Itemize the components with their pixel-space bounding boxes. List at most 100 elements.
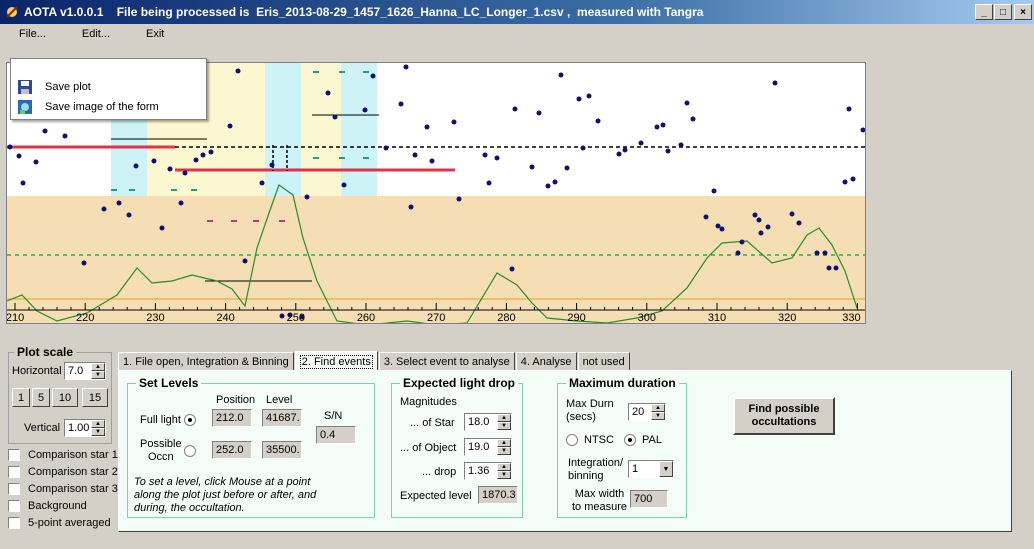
scale-button-1[interactable]: 1	[12, 388, 30, 407]
vertical-scale-spinner[interactable]: 1.00 ▲ ▼	[64, 419, 106, 437]
menu-exit[interactable]: Exit	[146, 28, 165, 40]
tab-file-open[interactable]: 1. File open, Integration & Binning	[118, 352, 294, 371]
menu-save-image[interactable]: Save image of the form	[11, 97, 206, 117]
checkbox-comparison-star-1[interactable]: Comparison star 1	[8, 449, 118, 461]
highlight-band	[341, 63, 377, 196]
magnitudes-label: Magnitudes	[400, 396, 457, 408]
checkbox-comparison-star-3[interactable]: Comparison star 3	[8, 483, 118, 495]
data-point	[638, 140, 644, 146]
checkbox-5-point-averaged[interactable]: 5-point averaged	[8, 517, 111, 529]
possible-occn-label: Possible Occn	[140, 438, 182, 463]
chevron-down-icon[interactable]: ▼	[659, 461, 673, 477]
checkbox-comparison-star-2[interactable]: Comparison star 2	[8, 466, 118, 478]
expected-level-label: Expected level	[400, 490, 472, 502]
find-events-panel: Set Levels Position Level Full light 212…	[118, 370, 1012, 532]
data-point	[259, 180, 265, 186]
full-light-position: 212.0	[212, 409, 252, 427]
x-tick-label: 280	[497, 312, 515, 323]
pal-radio[interactable]	[624, 434, 636, 446]
vertical-label: Vertical	[24, 422, 61, 434]
star-mag-label: ... of Star	[410, 417, 455, 429]
find-occultations-button[interactable]: Find possible occultations	[733, 397, 835, 435]
data-point	[182, 170, 188, 176]
spin-up-icon[interactable]: ▲	[651, 404, 665, 412]
expected-light-drop-title: Expected light drop	[400, 376, 519, 390]
data-point	[126, 212, 132, 218]
tab-not-used[interactable]: not used	[577, 352, 630, 371]
lower-band	[7, 196, 865, 323]
data-point	[287, 312, 293, 318]
spin-down-icon[interactable]: ▼	[497, 447, 511, 455]
star-mag-spinner[interactable]: 18.0 ▲ ▼	[464, 413, 512, 431]
data-point	[564, 165, 570, 171]
possible-occn-level: 35500.	[262, 441, 302, 459]
floppy-disk-icon	[17, 79, 33, 95]
menu-file[interactable]: File...	[19, 28, 46, 40]
data-point	[398, 101, 404, 107]
spin-up-icon[interactable]: ▲	[497, 414, 511, 422]
ntsc-radio[interactable]	[566, 434, 578, 446]
spin-up-icon[interactable]: ▲	[91, 420, 105, 428]
spin-down-icon[interactable]: ▼	[91, 428, 105, 436]
tab-analyse[interactable]: 4. Analyse	[515, 352, 577, 371]
scale-button-5[interactable]: 5	[32, 388, 50, 407]
x-tick-label: 300	[638, 312, 656, 323]
data-point	[529, 164, 535, 170]
menu-edit[interactable]: Edit...	[81, 28, 111, 40]
data-point	[304, 194, 310, 200]
full-light-radio[interactable]	[184, 414, 196, 426]
smoothed-curve-line	[7, 184, 858, 323]
spin-down-icon[interactable]: ▼	[497, 422, 511, 430]
data-point	[408, 204, 414, 210]
object-mag-spinner[interactable]: 19.0 ▲ ▼	[464, 438, 512, 456]
minimize-button[interactable]: _	[975, 4, 993, 20]
drop-spinner[interactable]: 1.36 ▲ ▼	[464, 462, 512, 480]
data-point	[429, 158, 435, 164]
data-point	[509, 266, 515, 272]
spin-up-icon[interactable]: ▲	[497, 439, 511, 447]
level-header: Level	[266, 394, 293, 406]
integration-select[interactable]: 1 ▼	[628, 460, 674, 478]
maximize-button[interactable]: □	[994, 4, 1012, 20]
data-point	[299, 314, 305, 320]
highlight-band	[265, 63, 301, 196]
menu-save-image-label: Save image of the form	[45, 101, 159, 113]
data-point	[20, 180, 26, 186]
data-point	[842, 179, 848, 185]
full-light-label: Full light	[140, 414, 181, 426]
data-point	[536, 110, 542, 116]
tab-find-events[interactable]: 2. Find events	[294, 351, 378, 371]
spin-down-icon[interactable]: ▼	[497, 471, 511, 479]
possible-occn-radio[interactable]	[184, 445, 196, 457]
scale-button-15[interactable]: 15	[82, 388, 108, 407]
tab-select-event[interactable]: 3. Select event to analyse	[378, 352, 515, 371]
data-point	[719, 226, 725, 232]
data-point	[860, 127, 865, 133]
spin-down-icon[interactable]: ▼	[651, 412, 665, 420]
event-dashes	[111, 71, 369, 222]
menu-save-plot[interactable]: Save plot	[11, 77, 206, 97]
light-curve-plot[interactable]: 210 220 230 240 250 260 270 280 290 300 310 320 330	[6, 62, 866, 324]
data-point	[850, 176, 856, 182]
app-icon	[4, 4, 20, 20]
data-point	[424, 124, 430, 130]
data-point	[822, 250, 828, 256]
data-point	[678, 142, 684, 148]
horizontal-scale-spinner[interactable]: 7.0 ▲ ▼	[64, 362, 106, 380]
close-button[interactable]: ×	[1014, 4, 1032, 20]
max-durn-spinner[interactable]: 20 ▲ ▼	[628, 403, 666, 421]
data-point	[576, 96, 582, 102]
scale-button-10[interactable]: 10	[52, 388, 78, 407]
data-point	[494, 155, 500, 161]
spin-down-icon[interactable]: ▼	[91, 371, 105, 379]
checkbox-background[interactable]: Background	[8, 500, 87, 512]
spin-up-icon[interactable]: ▲	[497, 463, 511, 471]
set-levels-title: Set Levels	[136, 376, 202, 390]
spin-up-icon[interactable]: ▲	[91, 363, 105, 371]
data-point	[167, 166, 173, 172]
data-point	[151, 158, 157, 164]
data-point	[178, 200, 184, 206]
data-point	[403, 64, 409, 70]
sn-value: 0.4	[316, 426, 356, 444]
x-tick-label: 270	[427, 312, 445, 323]
